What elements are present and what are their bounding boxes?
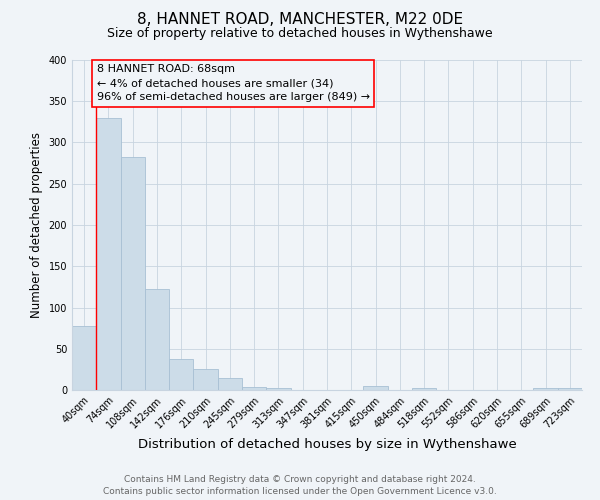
Bar xyxy=(412,388,436,390)
Bar xyxy=(96,118,121,390)
Bar xyxy=(218,378,242,390)
Y-axis label: Number of detached properties: Number of detached properties xyxy=(30,132,43,318)
X-axis label: Distribution of detached houses by size in Wythenshawe: Distribution of detached houses by size … xyxy=(137,438,517,451)
Bar xyxy=(145,290,169,390)
Bar xyxy=(533,388,558,390)
Bar xyxy=(242,386,266,390)
Bar xyxy=(266,388,290,390)
Bar xyxy=(72,326,96,390)
Text: Contains HM Land Registry data © Crown copyright and database right 2024.
Contai: Contains HM Land Registry data © Crown c… xyxy=(103,475,497,496)
Bar xyxy=(121,156,145,390)
Bar xyxy=(193,370,218,390)
Text: Size of property relative to detached houses in Wythenshawe: Size of property relative to detached ho… xyxy=(107,28,493,40)
Text: 8, HANNET ROAD, MANCHESTER, M22 0DE: 8, HANNET ROAD, MANCHESTER, M22 0DE xyxy=(137,12,463,28)
Text: 8 HANNET ROAD: 68sqm
← 4% of detached houses are smaller (34)
96% of semi-detach: 8 HANNET ROAD: 68sqm ← 4% of detached ho… xyxy=(97,64,370,102)
Bar xyxy=(169,360,193,390)
Bar xyxy=(558,388,582,390)
Bar xyxy=(364,386,388,390)
